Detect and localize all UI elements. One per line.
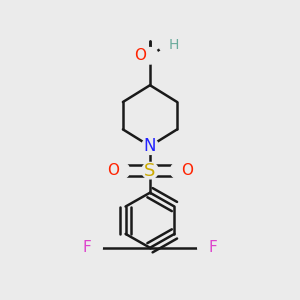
Circle shape — [142, 47, 158, 64]
Circle shape — [198, 239, 214, 256]
Text: O: O — [107, 163, 119, 178]
Circle shape — [170, 162, 187, 179]
Text: F: F — [209, 240, 218, 255]
Circle shape — [159, 36, 175, 53]
Text: S: S — [144, 162, 156, 180]
Text: F: F — [82, 240, 91, 255]
Text: O: O — [181, 163, 193, 178]
Text: O: O — [134, 48, 146, 63]
Circle shape — [86, 239, 102, 256]
Circle shape — [113, 162, 130, 179]
Circle shape — [142, 138, 158, 154]
Text: H: H — [169, 38, 179, 52]
Circle shape — [142, 162, 158, 179]
Text: N: N — [144, 137, 156, 155]
